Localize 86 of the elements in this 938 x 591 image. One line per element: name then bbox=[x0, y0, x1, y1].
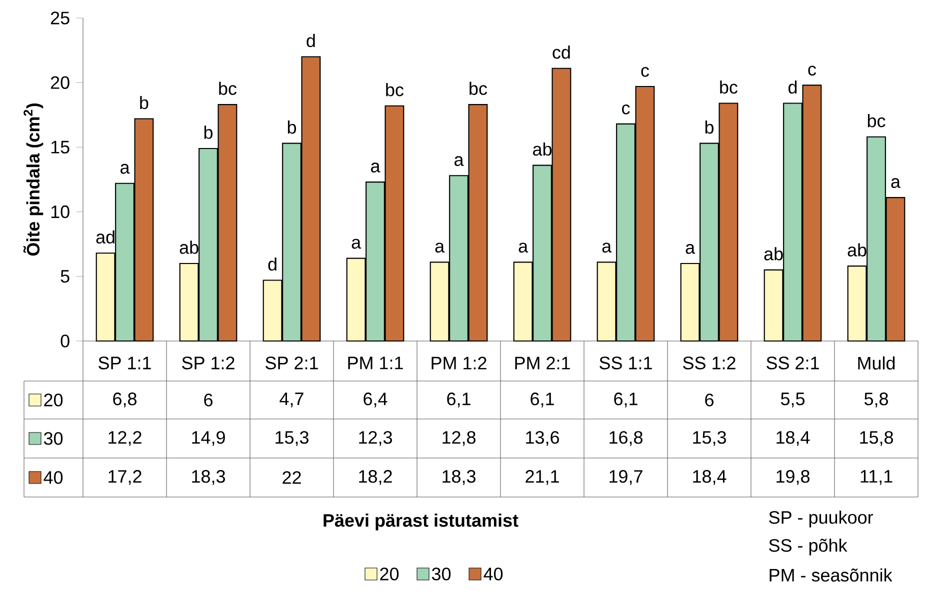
data-label: 5,5 bbox=[780, 392, 805, 408]
annotation: d bbox=[306, 34, 315, 48]
data-label: 18,3 bbox=[442, 470, 476, 485]
annotation: b bbox=[705, 120, 714, 134]
data-label: 16,8 bbox=[610, 431, 642, 446]
annotation: bc bbox=[470, 82, 487, 95]
annotation: ad bbox=[96, 230, 114, 244]
annotation: a bbox=[435, 242, 445, 253]
legend-label: 40 bbox=[44, 471, 63, 484]
x-tick-label: SP 2:1 bbox=[266, 356, 318, 370]
annotation: a bbox=[518, 242, 528, 253]
annotation: c bbox=[808, 66, 816, 76]
annotation: a bbox=[371, 162, 380, 172]
annotation: d bbox=[268, 257, 276, 271]
legend-title: Päevi pärast istutamist bbox=[324, 514, 518, 530]
y-tick-label: 0 bbox=[60, 334, 70, 348]
annotation: bc bbox=[219, 82, 236, 95]
annotation: bc bbox=[720, 80, 738, 94]
annotation: ab bbox=[764, 247, 783, 260]
data-label: 12,2 bbox=[108, 431, 142, 446]
annotation: b bbox=[288, 120, 296, 134]
data-label: 21,1 bbox=[526, 470, 559, 485]
data-label: 18,4 bbox=[776, 431, 810, 446]
legend-label: 30 bbox=[44, 432, 63, 445]
annotation: ab bbox=[533, 142, 552, 156]
annotation: b bbox=[140, 96, 148, 110]
data-label: 15,3 bbox=[693, 431, 726, 446]
data-label: 22 bbox=[282, 471, 301, 484]
x-tick-label: SP 1:2 bbox=[182, 356, 234, 370]
x-tick-label: PM 1:1 bbox=[348, 356, 403, 370]
data-label: 6,1 bbox=[447, 392, 470, 408]
x-tick-label: SS 1:1 bbox=[600, 356, 652, 370]
x-tick-label: SP 1:1 bbox=[98, 356, 151, 370]
text: PM - seasõnnik bbox=[770, 568, 892, 582]
annotation: bc bbox=[386, 83, 404, 96]
text: SP - puukoor bbox=[769, 510, 873, 528]
annotation: d bbox=[788, 80, 797, 94]
data-label: 17,2 bbox=[108, 470, 142, 485]
data-label: 5,8 bbox=[864, 392, 888, 408]
text: 20 bbox=[380, 568, 399, 580]
annotation: a bbox=[602, 242, 612, 253]
data-label: 11,1 bbox=[860, 470, 892, 485]
y-tick-label: 10 bbox=[51, 205, 70, 218]
text: SS - põhk bbox=[769, 538, 848, 556]
annotation: a bbox=[352, 238, 362, 249]
annotation: cd bbox=[552, 46, 570, 59]
data-label: 18,3 bbox=[192, 470, 225, 485]
data-label: 6 bbox=[705, 394, 714, 406]
data-label: 6,1 bbox=[614, 392, 638, 408]
data-label: 6 bbox=[204, 394, 212, 406]
data-label: 6,4 bbox=[364, 392, 388, 408]
annotation: a bbox=[686, 244, 696, 254]
annotation: a bbox=[454, 156, 464, 166]
data-label: 19,8 bbox=[776, 470, 810, 485]
data-label: 15,3 bbox=[276, 431, 308, 446]
annotation: bc bbox=[868, 114, 886, 128]
data-label: 6,1 bbox=[530, 392, 554, 408]
x-tick-label: PM 1:2 bbox=[432, 356, 486, 370]
data-label: 15,8 bbox=[860, 431, 893, 446]
y-tick-label: 5 bbox=[60, 270, 70, 283]
data-label: 13,6 bbox=[526, 431, 559, 446]
annotation: c bbox=[622, 104, 630, 114]
data-label: 12,8 bbox=[442, 431, 476, 446]
y-tick-label: 15 bbox=[51, 140, 70, 154]
data-label: 14,9 bbox=[192, 431, 225, 446]
data-label: 12,3 bbox=[359, 431, 392, 446]
y-axis-title: Õite pindala (cm$^{2}$) bbox=[23, 104, 44, 256]
annotation: a bbox=[891, 178, 900, 188]
data-label: 18,2 bbox=[359, 470, 392, 485]
data-label: 4,7 bbox=[280, 392, 304, 408]
annotation: ab bbox=[180, 240, 198, 254]
annotation: b bbox=[204, 126, 213, 139]
annotation: ab bbox=[848, 243, 866, 256]
x-tick-label: PM 2:1 bbox=[515, 356, 570, 370]
annotation: c bbox=[641, 67, 649, 77]
data-label: 6,8 bbox=[113, 392, 136, 408]
y-tick-label: 25 bbox=[50, 12, 70, 24]
y-tick-label: 20 bbox=[50, 76, 70, 89]
annotation: a bbox=[120, 164, 130, 174]
text: 30 bbox=[432, 568, 451, 580]
data-label: 18,4 bbox=[693, 470, 726, 485]
x-tick-label: SS 1:2 bbox=[683, 356, 736, 370]
x-tick-label: Muld bbox=[858, 356, 895, 370]
text: 40 bbox=[484, 568, 503, 580]
data-label: 19,7 bbox=[610, 470, 642, 485]
x-tick-label: SS 2:1 bbox=[766, 356, 819, 370]
